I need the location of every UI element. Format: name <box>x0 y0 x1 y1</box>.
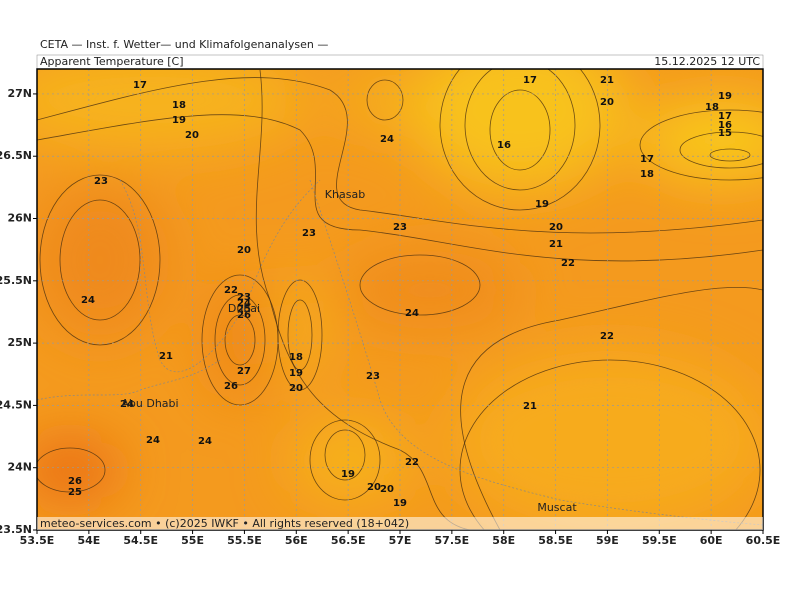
place-name: Dubai <box>228 302 260 315</box>
contour-label: 18 <box>705 102 719 113</box>
contour-label: 18 <box>289 352 303 363</box>
contour-label: 17 <box>718 111 732 122</box>
contour-label: 26 <box>68 476 82 487</box>
contour-label: 24 <box>120 399 134 410</box>
y-tick-label: 26N <box>7 212 32 225</box>
footer-band <box>37 517 763 530</box>
contour-label: 20 <box>185 130 199 141</box>
contour-label: 20 <box>600 97 614 108</box>
contour-label: 24 <box>146 435 160 446</box>
contour-label: 17 <box>133 80 147 91</box>
contour-label: 19 <box>172 115 186 126</box>
contour-label: 22 <box>224 285 238 296</box>
x-tick-label: 54E <box>77 534 100 547</box>
contour-label: 25 <box>237 304 251 315</box>
contour-label: 19 <box>393 498 407 509</box>
contour-label: 26 <box>224 381 238 392</box>
contour-label: 18 <box>640 169 654 180</box>
title: CETA — Inst. f. Wetter— und Klimafolgena… <box>40 38 328 51</box>
contour-label: 18 <box>172 100 186 111</box>
contour-label: 25 <box>68 487 82 498</box>
footer: meteo-services.com • (c)2025 IWKF • All … <box>40 517 409 530</box>
place-name: Muscat <box>537 501 577 514</box>
contour-label: 19 <box>718 91 732 102</box>
y-tick-label: 26.5N <box>0 149 32 162</box>
contour-label: 24 <box>237 298 251 309</box>
contour-label: 21 <box>523 401 537 412</box>
contour-label: 21 <box>600 75 614 86</box>
x-tick-label: 56.5E <box>331 534 366 547</box>
contour-label: 19 <box>341 469 355 480</box>
contour-label: 16 <box>718 120 732 131</box>
y-tick-label: 25.5N <box>0 274 32 287</box>
contour-label: 22 <box>405 457 419 468</box>
place-name: Abu Dhabi <box>121 397 178 410</box>
contour-label: 20 <box>289 383 303 394</box>
place-name: Khasab <box>325 188 365 201</box>
x-tick-label: 58E <box>492 534 515 547</box>
y-tick-label: 27N <box>7 87 32 100</box>
contour-label: 24 <box>405 308 419 319</box>
contour-label: 23 <box>94 176 108 187</box>
contours <box>37 69 763 530</box>
x-tick-label: 56E <box>285 534 308 547</box>
x-tick-label: 59E <box>596 534 619 547</box>
y-tick-label: 24.5N <box>0 398 32 411</box>
y-tick-label: 23.5N <box>0 523 32 536</box>
contour-label: 24 <box>198 436 212 447</box>
contour-label: 15 <box>718 128 732 139</box>
x-tick-label: 54.5E <box>123 534 158 547</box>
contour-label: 19 <box>535 199 549 210</box>
contour-label: 27 <box>237 366 251 377</box>
contour-label: 23 <box>302 228 316 239</box>
contour-label: 20 <box>237 245 251 256</box>
contour-label: 16 <box>497 140 511 151</box>
contour-label: 26 <box>237 310 251 321</box>
contour-label: 24 <box>380 134 394 145</box>
y-tick-label: 24N <box>7 461 32 474</box>
contour-label: 21 <box>549 239 563 250</box>
contour-label: 23 <box>366 371 380 382</box>
contour-label: 17 <box>523 75 537 86</box>
contour-label: 21 <box>159 351 173 362</box>
x-tick-label: 60.5E <box>746 534 781 547</box>
x-tick-label: 53.5E <box>20 534 55 547</box>
x-tick-label: 57E <box>389 534 412 547</box>
contour-label: 19 <box>289 368 303 379</box>
valid-time: 15.12.2025 12 UTC <box>654 55 760 68</box>
x-tick-label: 55E <box>181 534 204 547</box>
contour-label: 23 <box>393 222 407 233</box>
contour-label: 17 <box>640 154 654 165</box>
y-tick-label: 25N <box>7 336 32 349</box>
contour-label: 20 <box>367 482 381 493</box>
contour-label: 22 <box>561 258 575 269</box>
contour-label: 20 <box>380 484 394 495</box>
contour-label: 24 <box>81 295 95 306</box>
x-tick-label: 60E <box>700 534 723 547</box>
contour-label: 20 <box>549 222 563 233</box>
contour-label: 23 <box>237 292 251 303</box>
x-tick-label: 57.5E <box>435 534 470 547</box>
parameter: Apparent Temperature [C] <box>40 55 184 68</box>
x-tick-label: 55.5E <box>227 534 262 547</box>
x-tick-label: 59.5E <box>642 534 677 547</box>
x-tick-label: 58.5E <box>538 534 573 547</box>
contour-label: 22 <box>600 331 614 342</box>
